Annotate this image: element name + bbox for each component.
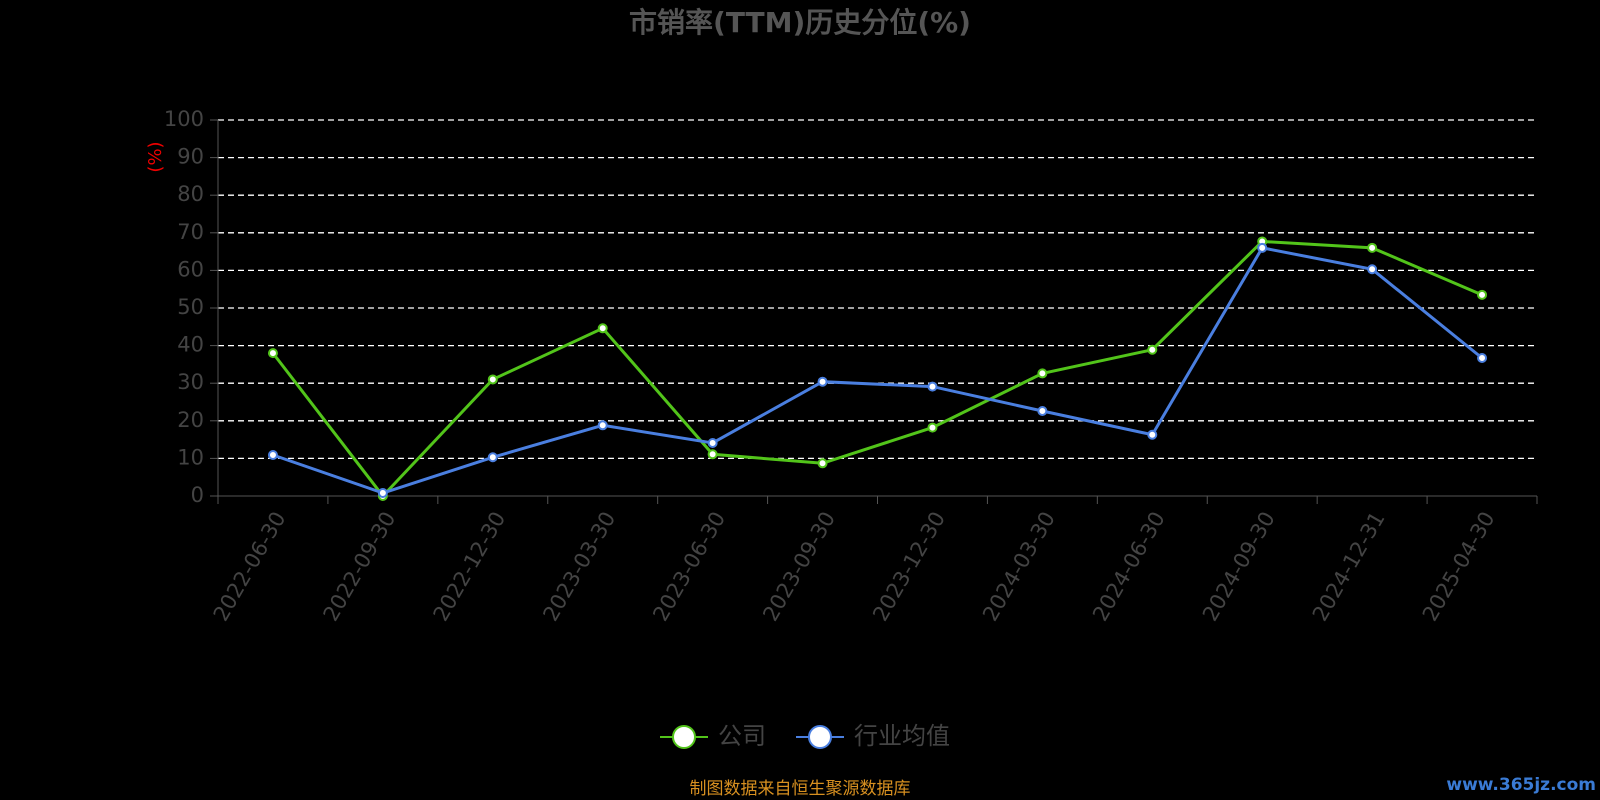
data-point: [927, 381, 938, 392]
y-tick-label: 0: [191, 483, 204, 507]
y-tick-label: 50: [177, 295, 204, 319]
data-point: [707, 449, 718, 460]
y-tick-label: 40: [177, 333, 204, 357]
data-point: [377, 487, 388, 498]
y-tick-label: 80: [177, 182, 204, 206]
data-point: [1037, 406, 1048, 417]
y-tick-label: 70: [177, 220, 204, 244]
data-point: [817, 458, 828, 469]
data-point: [707, 437, 718, 448]
data-point: [597, 323, 608, 334]
data-point: [267, 348, 278, 359]
series-line: [272, 246, 1483, 495]
y-tick-label: 20: [177, 408, 204, 432]
data-point: [1367, 264, 1378, 275]
data-point: [487, 452, 498, 463]
data-point: [927, 422, 938, 433]
data-point: [1257, 242, 1268, 253]
watermark: www.365jz.com: [1446, 775, 1596, 795]
data-point: [1477, 353, 1488, 364]
y-tick-label: 100: [164, 107, 204, 131]
chart-title: 市销率(TTM)历史分位(%): [629, 6, 971, 39]
y-tick-label: 10: [177, 445, 204, 469]
data-point: [1367, 242, 1378, 253]
y-axis-label: (%): [145, 141, 166, 172]
legend-marker: [672, 725, 696, 749]
data-point: [487, 374, 498, 385]
source-note: 制图数据来自恒生聚源数据库: [690, 779, 911, 799]
y-tick-label: 30: [177, 370, 204, 394]
y-tick-label: 60: [177, 257, 204, 281]
data-point: [597, 420, 608, 431]
legend-label: 行业均值: [854, 722, 950, 750]
data-point: [1147, 344, 1158, 355]
data-point: [1477, 289, 1488, 300]
legend-marker: [808, 725, 832, 749]
data-point: [817, 376, 828, 387]
legend-label: 公司: [718, 722, 766, 750]
y-tick-label: 90: [177, 145, 204, 169]
series-line: [271, 239, 1483, 499]
data-point: [1037, 368, 1048, 379]
data-point: [1147, 429, 1158, 440]
data-point: [267, 450, 278, 461]
